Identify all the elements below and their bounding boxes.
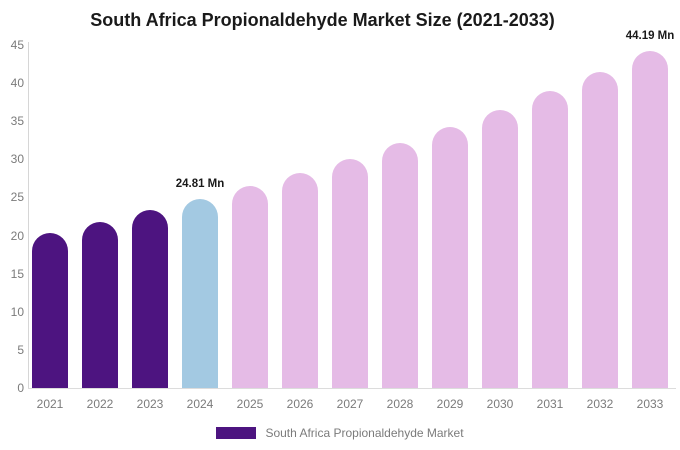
- y-axis-tick-label: 15: [10, 266, 24, 281]
- bar-2028: [382, 143, 418, 388]
- x-axis-tick-label-2024: 2024: [186, 397, 214, 411]
- y-axis-tick-label: 45: [10, 38, 24, 52]
- x-axis-tick-label-2025: 2025: [236, 397, 264, 411]
- y-axis-line: [28, 42, 29, 389]
- x-axis-line: [28, 388, 676, 389]
- bar-2032: [582, 71, 618, 388]
- value-label-2033: 44.19 Mn: [625, 30, 675, 43]
- bar-2024: [182, 198, 218, 388]
- y-axis-tick-label: 0: [17, 381, 24, 395]
- x-axis-tick-label-2021: 2021: [36, 397, 64, 411]
- x-axis-tick-label-2027: 2027: [336, 397, 364, 411]
- x-axis-tick-label-2023: 2023: [136, 397, 164, 411]
- x-axis-tick-label-2028: 2028: [386, 397, 414, 411]
- legend-swatch: [216, 427, 257, 439]
- bar-2029: [432, 127, 468, 388]
- bar-2030: [482, 109, 518, 388]
- bar-2031: [532, 91, 568, 388]
- bar-2023: [132, 210, 168, 388]
- bar-2025: [232, 186, 268, 388]
- y-axis-tick-label: 20: [10, 228, 24, 243]
- y-axis-tick-label: 30: [10, 152, 24, 167]
- chart-title: South Africa Propionaldehyde Market Size…: [90, 10, 555, 30]
- bar-2022: [82, 221, 118, 388]
- bar-2026: [282, 173, 318, 388]
- legend-label: South Africa Propionaldehyde Market: [265, 426, 464, 440]
- x-axis-tick-label-2032: 2032: [586, 397, 614, 411]
- x-axis-tick-label-2029: 2029: [436, 397, 464, 411]
- bar-2021: [32, 232, 68, 388]
- y-axis-tick-label: 25: [10, 190, 24, 205]
- y-axis-tick-label: 35: [10, 114, 24, 129]
- y-axis-tick-label: 40: [10, 76, 24, 91]
- x-axis-tick-label-2030: 2030: [486, 397, 514, 411]
- x-axis-tick-label-2033: 2033: [636, 397, 664, 411]
- y-axis-tick-label: 5: [17, 342, 24, 357]
- x-axis-tick-label-2031: 2031: [536, 397, 564, 411]
- bar-2027: [332, 158, 368, 388]
- bar-2033: [632, 51, 668, 388]
- x-axis-tick-label-2022: 2022: [86, 397, 114, 411]
- y-axis-tick-label: 10: [10, 304, 24, 319]
- legend: South Africa Propionaldehyde Market: [0, 426, 680, 440]
- value-label-2024: 24.81 Mn: [175, 177, 225, 190]
- x-axis-tick-label-2026: 2026: [286, 397, 314, 411]
